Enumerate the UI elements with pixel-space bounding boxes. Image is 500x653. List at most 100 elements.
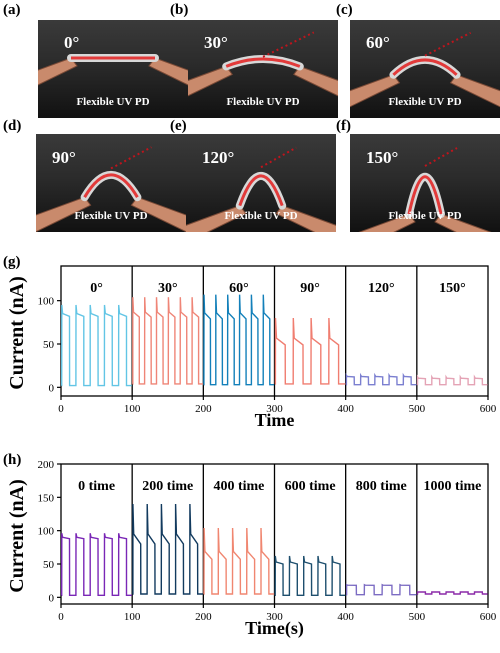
left-clip	[350, 74, 401, 108]
chart-panel-label: (h)	[3, 452, 21, 468]
left-clip	[38, 57, 78, 86]
bend-angle-label: 90°	[52, 148, 76, 167]
x-tick-label: 0	[58, 611, 64, 623]
angle-guide-line	[110, 146, 152, 170]
device-caption: Flexible UV PD	[388, 96, 462, 108]
panel-label: (a)	[3, 2, 21, 18]
y-axis-label: Current (nA)	[6, 276, 28, 390]
x-tick-label: 100	[124, 403, 141, 415]
series-label: 30°	[158, 281, 178, 296]
series-line	[274, 317, 346, 385]
chart-panel-label: (g)	[3, 254, 21, 270]
angle-guide-line	[424, 31, 472, 57]
x-tick-label: 400	[337, 403, 354, 415]
device-caption: Flexible UV PD	[74, 210, 148, 222]
series-line	[416, 591, 488, 595]
series-line	[274, 555, 346, 596]
series-label: 800 time	[356, 479, 407, 494]
film-electrode	[225, 57, 301, 68]
left-clip	[358, 213, 416, 232]
device-caption: Flexible UV PD	[224, 210, 298, 222]
panel-label: (e)	[170, 118, 187, 134]
panel-label: (d)	[3, 118, 22, 134]
x-tick-label: 400	[337, 611, 354, 623]
right-clip	[130, 196, 186, 232]
bend-angle-label: 60°	[366, 33, 390, 52]
series-line	[203, 294, 275, 386]
bent-device-drawing	[188, 31, 338, 97]
series-label: 120°	[368, 281, 395, 296]
device-photo	[350, 20, 500, 118]
bend-angle-label: 0°	[64, 33, 80, 52]
bent-device-drawing	[36, 146, 186, 232]
series-label: 60°	[229, 281, 249, 296]
right-clip	[148, 57, 188, 86]
series-line	[61, 533, 132, 596]
x-tick-label: 100	[124, 611, 141, 623]
y-tick-label: 50	[43, 559, 55, 571]
x-tick-label: 500	[409, 611, 426, 623]
bent-device-drawing	[38, 53, 188, 86]
panel-label: (f)	[336, 118, 351, 134]
bent-device-drawing	[186, 146, 336, 232]
series-label: 0°	[90, 281, 103, 296]
x-axis-label: Time	[255, 410, 295, 430]
device-photo	[350, 134, 500, 232]
bend-angle-label: 30°	[204, 33, 228, 52]
panel-label: (b)	[170, 2, 189, 18]
device-caption: Flexible UV PD	[388, 210, 462, 222]
panel-label: (c)	[336, 2, 353, 18]
series-label: 0 time	[78, 479, 115, 494]
y-tick-label: 100	[38, 526, 55, 538]
device-caption: Flexible UV PD	[226, 96, 300, 108]
y-tick-label: 200	[38, 459, 55, 471]
x-tick-label: 300	[266, 611, 283, 623]
left-clip	[188, 65, 233, 97]
y-tick-label: 150	[38, 492, 55, 504]
series-line	[345, 583, 417, 596]
angle-guide-line	[260, 146, 297, 169]
series-line	[132, 503, 203, 595]
series-line	[61, 304, 132, 387]
right-clip	[434, 213, 492, 232]
series-label: 90°	[300, 281, 320, 296]
device-photo	[36, 134, 186, 232]
right-clip	[449, 74, 500, 108]
device-caption: Flexible UV PD	[76, 96, 150, 108]
film-electrode	[238, 174, 284, 207]
series-label: 200 time	[142, 479, 193, 494]
series-label: 400 time	[213, 479, 264, 494]
x-tick-label: 200	[195, 403, 212, 415]
bent-device-drawing	[358, 147, 492, 232]
device-photo	[38, 20, 188, 118]
series-label: 150°	[439, 281, 466, 296]
right-clip	[293, 65, 338, 97]
right-clip	[275, 205, 336, 232]
series-label: 600 time	[285, 479, 336, 494]
left-clip	[36, 196, 92, 232]
bend-angle-label: 150°	[366, 148, 399, 167]
y-tick-label: 0	[49, 592, 55, 604]
x-tick-label: 200	[195, 611, 212, 623]
y-tick-label: 0	[49, 382, 55, 394]
x-tick-label: 0	[58, 403, 64, 415]
left-clip	[186, 205, 247, 232]
film-electrode	[83, 173, 139, 198]
series-line	[416, 374, 488, 386]
y-axis-label: Current (nA)	[6, 479, 28, 593]
series-line	[345, 372, 417, 386]
x-tick-label: 600	[480, 611, 497, 623]
angle-guide-line	[262, 31, 315, 58]
y-tick-label: 100	[38, 296, 55, 308]
series-line	[203, 527, 275, 595]
y-tick-label: 50	[43, 339, 55, 351]
device-photo	[188, 20, 338, 118]
film-electrode	[407, 175, 443, 215]
device-photo	[186, 134, 336, 232]
bent-device-drawing	[350, 31, 500, 108]
bend-angle-label: 120°	[202, 148, 235, 167]
x-tick-label: 600	[480, 403, 497, 415]
series-label: 1000 time	[423, 479, 481, 494]
x-tick-label: 500	[409, 403, 426, 415]
